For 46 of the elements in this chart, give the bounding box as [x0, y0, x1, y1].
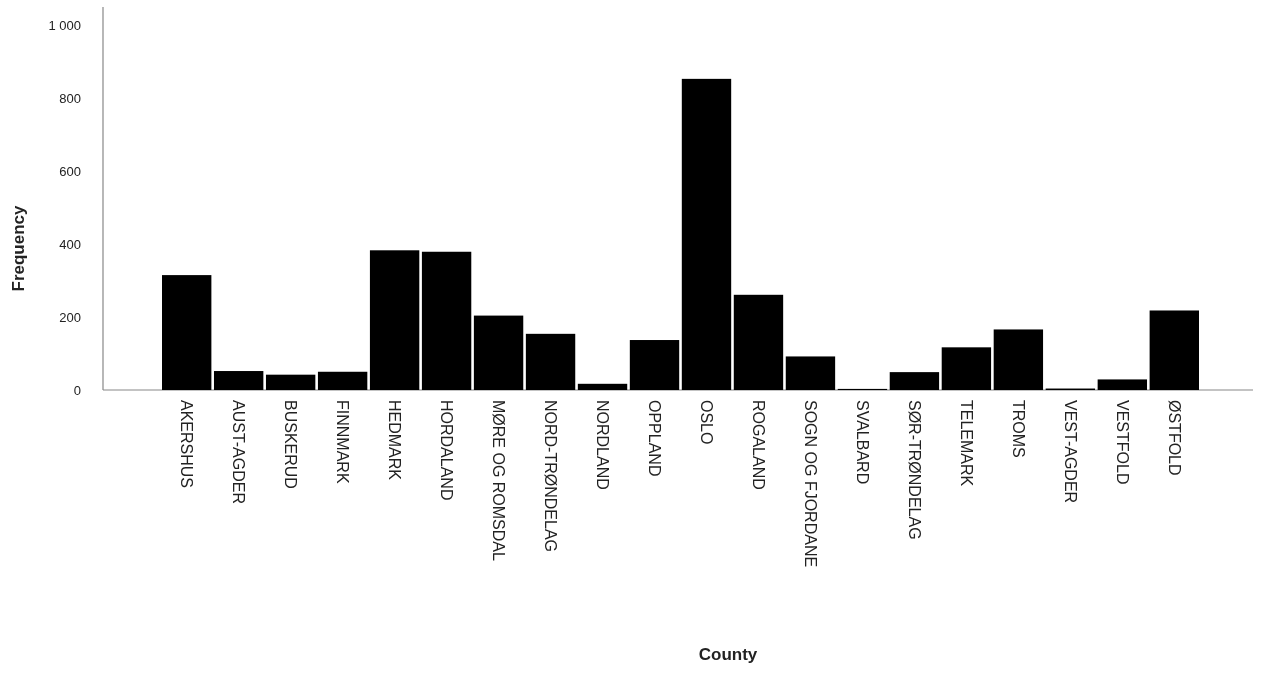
y-tick-label: 200 — [59, 309, 81, 325]
x-tick-label: VESTFOLD — [1113, 400, 1131, 485]
x-axis-title: County — [698, 645, 758, 664]
bar — [1097, 379, 1148, 390]
bar — [213, 371, 264, 390]
x-tick-label: ØSTFOLD — [1165, 400, 1183, 476]
x-tick-label: MØRE OG ROMSDAL — [489, 400, 507, 562]
x-tick-label: BUSKERUD — [282, 400, 300, 489]
bar — [629, 340, 680, 390]
x-tick-label: SOGN OG FJORDANE — [801, 400, 819, 568]
y-tick-label: 600 — [59, 163, 81, 179]
bar — [1149, 310, 1199, 390]
x-tick-label: SØR-TRØNDELAG — [905, 400, 923, 540]
x-tick-label: HORDALAND — [437, 400, 455, 501]
bar — [681, 78, 732, 390]
x-tick-label: SVALBARD — [853, 400, 871, 485]
x-tick-label: OPPLAND — [645, 400, 663, 477]
x-tick-label: TROMS — [1009, 400, 1027, 458]
y-axis-title: Frequency — [9, 204, 28, 292]
bar — [941, 347, 992, 390]
y-tick-label: 0 — [73, 382, 81, 398]
bar — [265, 374, 316, 390]
bar — [733, 294, 784, 390]
bar — [525, 333, 576, 390]
bar — [889, 372, 940, 390]
bar — [785, 356, 836, 390]
bar — [369, 250, 420, 390]
x-tick-label: TELEMARK — [957, 400, 975, 487]
bar — [993, 329, 1044, 390]
x-tick-label: FINNMARK — [334, 400, 352, 484]
y-tick-label: 400 — [59, 236, 81, 252]
bar — [317, 371, 368, 390]
bar — [162, 275, 212, 390]
y-tick-label: 800 — [59, 90, 81, 106]
x-tick-label: OSLO — [697, 400, 715, 445]
x-tick-label: VEST-AGDER — [1061, 400, 1079, 504]
x-tick-label: NORDLAND — [593, 400, 611, 490]
bar — [473, 315, 524, 390]
x-tick-label: ROGALAND — [749, 400, 767, 490]
bar — [577, 383, 628, 390]
x-tick-label: NORD-TRØNDELAG — [541, 400, 559, 553]
x-tick-label: HEDMARK — [386, 400, 404, 481]
bar — [421, 251, 472, 390]
x-tick-label: AKERSHUS — [178, 400, 196, 489]
y-tick-label: 1 000 — [48, 17, 81, 33]
x-tick-label: AUST-AGDER — [230, 400, 248, 505]
